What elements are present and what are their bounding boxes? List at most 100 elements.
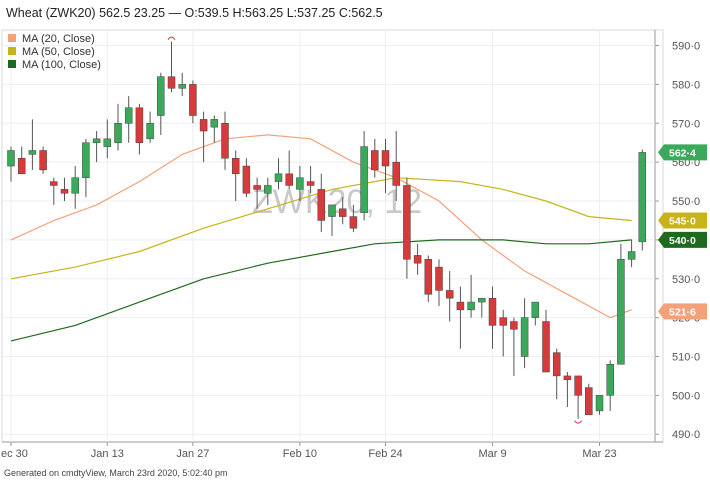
candle [285, 150, 293, 190]
candle-body [424, 259, 433, 295]
low-marker [574, 420, 583, 424]
candle [146, 111, 154, 143]
legend-label: MA (100, Close) [22, 59, 101, 71]
candle [392, 131, 400, 202]
legend-entry: MA (100, Close) [8, 59, 101, 71]
x-tick-label: ec 30 [1, 448, 28, 460]
candle-body [478, 297, 486, 303]
candle-body [574, 375, 582, 396]
candle-body [360, 146, 368, 213]
price-tag-label: 540·0 [669, 235, 696, 247]
price-tag-label: 521·6 [669, 306, 696, 318]
x-tick-label: Mar 23 [582, 448, 616, 460]
y-tick-label: 490·0 [672, 429, 700, 441]
candle [435, 259, 443, 306]
candle-body [231, 158, 240, 175]
legend-label: MA (50, Close) [22, 46, 95, 58]
candle [403, 177, 411, 279]
price-tag-bg [658, 231, 707, 248]
y-tick-label: 550·0 [672, 196, 700, 208]
ma20-line [10, 134, 632, 319]
candle-body [242, 165, 251, 194]
candle [606, 360, 614, 411]
legend: MA (20, Close)MA (50, Close)MA (100, Clo… [8, 33, 101, 71]
high-marker [167, 36, 176, 40]
candle-body [542, 321, 550, 373]
y-tick-label: 580·0 [672, 79, 700, 91]
extreme-markers [167, 36, 583, 424]
candle [338, 197, 347, 225]
candle-body [638, 152, 647, 243]
candle-body [531, 301, 540, 318]
candle-body [146, 123, 154, 140]
candle-body [92, 138, 101, 143]
candle [253, 177, 261, 209]
candle [60, 177, 69, 202]
candle [135, 103, 144, 155]
candle-body [392, 161, 400, 186]
candle [478, 297, 486, 318]
candle-body [445, 290, 454, 299]
candle-body [285, 173, 293, 186]
candle-body [17, 158, 26, 175]
legend-entry: MA (20, Close) [8, 33, 95, 45]
candle [627, 239, 636, 268]
candle [317, 173, 326, 233]
candle [242, 158, 251, 198]
candle [71, 166, 79, 209]
candle [413, 243, 422, 275]
candle-body [124, 107, 133, 124]
watermark: ZWK20, 12 [252, 183, 422, 221]
candle-body [189, 84, 197, 116]
candle [638, 149, 647, 251]
candle [92, 131, 101, 163]
candle [499, 309, 507, 357]
price-tag: 521·6 [658, 303, 707, 320]
candle [595, 395, 604, 415]
candle-body [178, 84, 186, 89]
y-tick-label: 530·0 [672, 274, 700, 286]
candle-body [60, 189, 69, 194]
candle [28, 119, 37, 170]
x-tick-label: Mar 9 [478, 448, 506, 460]
candle-body [306, 181, 315, 186]
candle [199, 111, 208, 163]
candle-body [274, 173, 283, 182]
candle [296, 166, 304, 202]
candle-body [338, 208, 347, 217]
candle-body [135, 107, 144, 143]
candle-body [606, 364, 614, 396]
legend-swatch [8, 34, 16, 42]
candle [488, 286, 497, 349]
candle-body [114, 123, 122, 143]
candle-body [371, 150, 379, 171]
candle [381, 138, 390, 194]
y-tick-label: 570·0 [672, 118, 700, 130]
candle [7, 146, 15, 182]
price-tag: 545·0 [658, 212, 707, 229]
x-tick-label: Jan 13 [91, 448, 124, 460]
y-tick-label: 590·0 [672, 41, 700, 53]
footer-text: Generated on cmdtyView, March 23rd 2020,… [4, 468, 227, 478]
candle [82, 138, 90, 198]
x-axis-ticks: ec 30 Jan 13 Jan 27 Feb 10 Feb 24 Mar 9 Mar 23 [1, 442, 617, 460]
candles [7, 41, 647, 419]
candle [520, 298, 529, 369]
candle [124, 96, 133, 143]
price-tag-bg [658, 303, 707, 320]
candle [617, 243, 625, 365]
candle-body [585, 387, 593, 416]
candle [445, 270, 454, 322]
candle [17, 146, 26, 175]
candle [178, 72, 186, 97]
candle [157, 72, 165, 135]
y-tick-label: 500·0 [672, 390, 700, 402]
ma100-line [10, 239, 632, 342]
x-tick-label: Feb 24 [368, 448, 402, 460]
candle-body [296, 177, 304, 190]
candle-body [221, 123, 229, 159]
candle-body [253, 185, 261, 190]
x-tick-label: Jan 27 [176, 448, 209, 460]
price-tag: 562·4 [658, 144, 707, 161]
